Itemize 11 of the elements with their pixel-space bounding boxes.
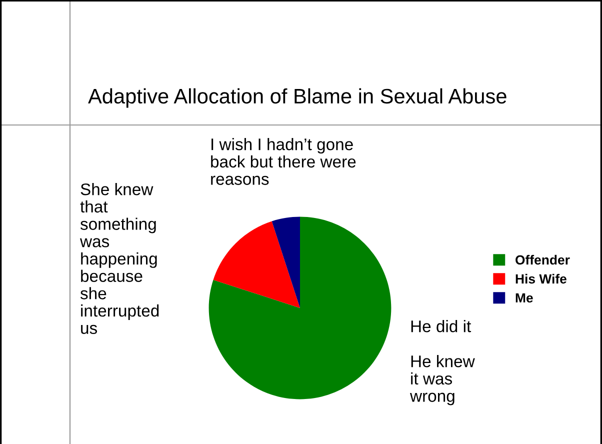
chart-title: Adaptive Allocation of Blame in Sexual Abuse xyxy=(88,88,506,108)
legend-label: Offender xyxy=(516,254,570,265)
legend-label: Me xyxy=(516,293,533,303)
text: He did it xyxy=(411,320,472,332)
text: He knew it was wrong xyxy=(410,355,475,406)
text: I wish I hadn’t gone back but there were reasons xyxy=(211,138,356,185)
pie-slice xyxy=(272,216,300,308)
text: She knew that something was happening because she interrupted us xyxy=(80,183,159,334)
pie-slice xyxy=(208,216,392,400)
legend-label: His Wife xyxy=(516,274,566,284)
pie-slice xyxy=(213,221,300,308)
